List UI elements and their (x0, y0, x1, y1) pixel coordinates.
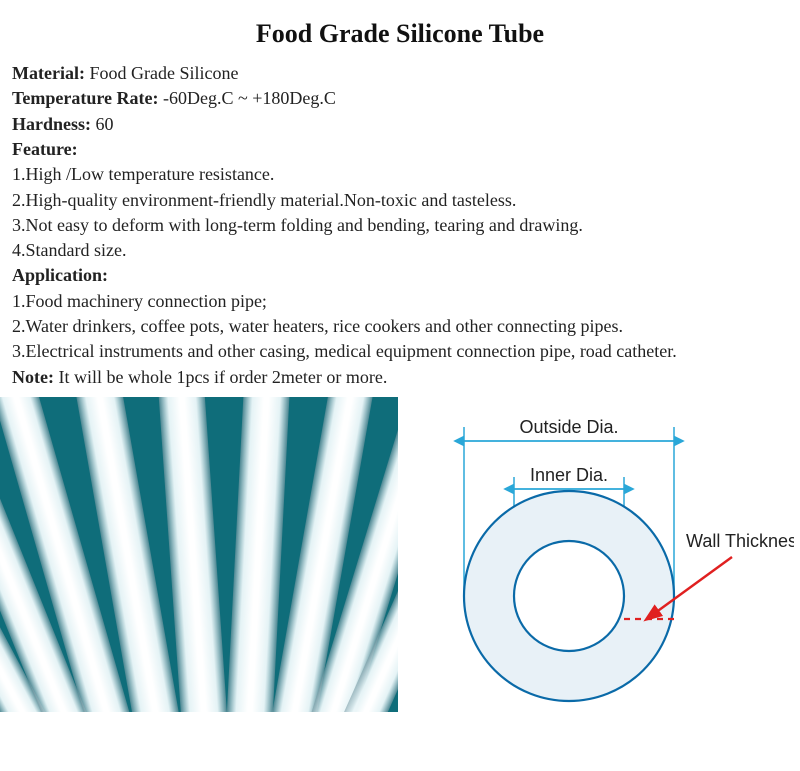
product-photo (0, 397, 398, 712)
note-label: Note: (12, 367, 54, 387)
svg-text:Wall Thickness: Wall Thickness (686, 531, 794, 551)
feature-item: 3.Not easy to deform with long-term fold… (12, 213, 788, 237)
feature-list: 1.High /Low temperature resistance.2.Hig… (12, 162, 788, 262)
spec-temperature-label: Temperature Rate: (12, 88, 158, 108)
spec-temperature: Temperature Rate: -60Deg.C ~ +180Deg.C (12, 86, 788, 110)
svg-text:Outside Dia.: Outside Dia. (519, 417, 618, 437)
note-value: It will be whole 1pcs if order 2meter or… (58, 367, 387, 387)
spec-material-value: Food Grade Silicone (89, 63, 238, 83)
application-item: 3.Electrical instruments and other casin… (12, 339, 788, 363)
feature-item: 2.High-quality environment-friendly mate… (12, 188, 788, 212)
application-label: Application: (12, 265, 108, 285)
svg-text:Inner Dia.: Inner Dia. (530, 465, 608, 485)
image-row: Outside Dia. Inner Dia. Wall Thickness (0, 397, 800, 712)
feature-item: 4.Standard size. (12, 238, 788, 262)
feature-label: Feature: (12, 139, 78, 159)
spec-hardness-value: 60 (96, 114, 114, 134)
application-list: 1.Food machinery connection pipe;2.Water… (12, 289, 788, 364)
spec-temperature-value: -60Deg.C ~ +180Deg.C (163, 88, 336, 108)
cross-section-diagram: Outside Dia. Inner Dia. Wall Thickness (398, 397, 800, 712)
page-title: Food Grade Silicone Tube (12, 16, 788, 51)
spec-material-label: Material: (12, 63, 85, 83)
spec-hardness-label: Hardness: (12, 114, 91, 134)
application-item: 1.Food machinery connection pipe; (12, 289, 788, 313)
spec-hardness: Hardness: 60 (12, 112, 788, 136)
spec-material: Material: Food Grade Silicone (12, 61, 788, 85)
feature-item: 1.High /Low temperature resistance. (12, 162, 788, 186)
application-item: 2.Water drinkers, coffee pots, water hea… (12, 314, 788, 338)
note-line: Note: It will be whole 1pcs if order 2me… (12, 365, 788, 389)
